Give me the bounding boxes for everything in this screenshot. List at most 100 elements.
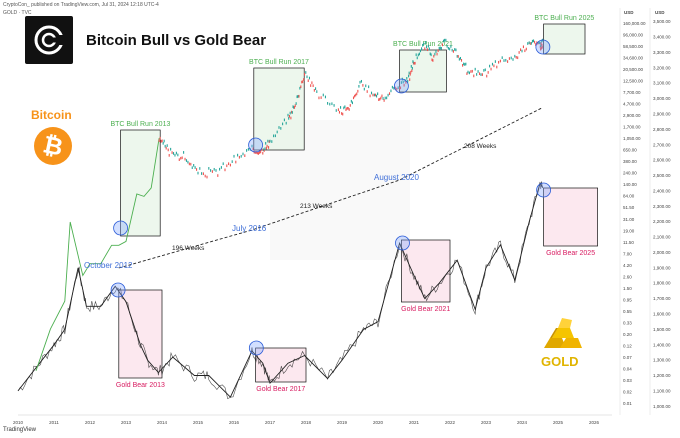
linear-tick-label: 1,600.00 — [653, 312, 671, 317]
log-tick-label: 0.12 — [623, 343, 632, 348]
log-tick-label: 12,500.00 — [623, 79, 644, 84]
gold-bear-label: Gold Bear 2025 — [546, 250, 595, 257]
linear-tick-label: 1,900.00 — [653, 265, 671, 270]
tradingview-branding: TradingView — [3, 427, 37, 433]
x-tick-label: 2017 — [265, 420, 276, 425]
linear-tick-label: 3,000.00 — [653, 96, 671, 101]
x-tick-label: 2024 — [517, 420, 528, 425]
log-tick-label: 84.00 — [623, 194, 635, 199]
linear-tick-label: 1,100.00 — [653, 388, 671, 393]
linear-tick-label: 2,000.00 — [653, 250, 671, 255]
bull-run-label: BTC Bull Run 2017 — [249, 59, 309, 66]
linear-tick-label: 1,000.00 — [653, 404, 671, 409]
log-tick-label: 0.33 — [623, 320, 632, 325]
linear-axis-name: USD — [655, 10, 665, 15]
log-tick-label: 31.00 — [623, 217, 635, 222]
log-tick-label: 4.20 — [623, 263, 632, 268]
x-tick-label: 2022 — [445, 420, 456, 425]
gold-bars-icon — [544, 318, 582, 348]
x-tick-label: 2013 — [121, 420, 132, 425]
log-tick-label: 1,700.00 — [623, 125, 641, 130]
log-tick-label: 650.00 — [623, 148, 637, 153]
log-tick-label: 58,500.00 — [623, 44, 644, 49]
x-tick-label: 2010 — [13, 420, 24, 425]
linear-tick-label: 2,900.00 — [653, 112, 671, 117]
log-tick-label: 380.00 — [623, 159, 637, 164]
bull-run-label: BTC Bull Run 2025 — [534, 15, 594, 22]
bitcoin-label: Bitcoin — [31, 108, 72, 122]
gold-label: GOLD — [541, 354, 579, 369]
gold-series-line — [17, 182, 544, 398]
gold-bear-box — [118, 289, 163, 379]
linear-tick-label: 3,500.00 — [653, 19, 671, 24]
linear-tick-label: 2,400.00 — [653, 188, 671, 193]
log-tick-label: 1.50 — [623, 286, 632, 291]
linear-tick-label: 3,100.00 — [653, 81, 671, 86]
halving-circle — [248, 340, 264, 356]
linear-tick-label: 1,800.00 — [653, 281, 671, 286]
linear-tick-label: 2,800.00 — [653, 127, 671, 132]
publisher-line: CryptoCon_ published on TradingView.com,… — [3, 2, 159, 8]
interval-label: 196 Weeks — [172, 245, 205, 252]
linear-tick-label: 1,500.00 — [653, 327, 671, 332]
gold-bear-box — [543, 187, 598, 247]
x-tick-label: 2016 — [229, 420, 240, 425]
linear-tick-label: 2,300.00 — [653, 204, 671, 209]
linear-tick-label: 2,200.00 — [653, 219, 671, 224]
log-tick-label: 0.20 — [623, 332, 632, 337]
linear-tick-label: 1,400.00 — [653, 342, 671, 347]
bull-run-label: BTC Bull Run 2013 — [110, 121, 170, 128]
bitcoin-coin-icon: ₿ — [34, 127, 72, 165]
log-tick-label: 0.02 — [623, 389, 632, 394]
x-tick-label: 2023 — [481, 420, 492, 425]
bull-run-box — [543, 23, 586, 55]
log-tick-label: 2,900.00 — [623, 113, 641, 118]
gold-bear-label: Gold Bear 2017 — [256, 386, 305, 393]
log-tick-label: 96,000.00 — [623, 33, 644, 38]
linear-tick-label: 1,300.00 — [653, 358, 671, 363]
log-tick-label: 7,700.00 — [623, 90, 641, 95]
symbol-label: GOLD · TVC — [3, 10, 32, 16]
linear-tick-label: 2,600.00 — [653, 158, 671, 163]
gold-bear-box — [401, 239, 451, 303]
x-tick-label: 2015 — [193, 420, 204, 425]
interval-label: 213 Weeks — [300, 203, 333, 210]
x-tick-label: 2012 — [85, 420, 96, 425]
halving-circle — [395, 235, 410, 251]
linear-tick-label: 1,200.00 — [653, 373, 671, 378]
bull-run-box — [253, 67, 305, 151]
bitcoin-series-line-early — [35, 138, 160, 371]
log-tick-label: 20,500.00 — [623, 67, 644, 72]
log-tick-label: 11.50 — [623, 240, 634, 245]
linear-tick-label: 1,700.00 — [653, 296, 671, 301]
log-tick-label: 160,000.00 — [623, 21, 646, 26]
log-tick-label: 0.01 — [623, 401, 632, 406]
x-tick-label: 2011 — [49, 420, 59, 425]
linear-tick-label: 2,100.00 — [653, 235, 671, 240]
halving-circle — [113, 220, 128, 236]
page-title: Bitcoin Bull vs Gold Bear — [86, 32, 267, 49]
gold-series-noise — [17, 181, 543, 400]
log-tick-label: 2.60 — [623, 274, 632, 279]
gold-bear-label: Gold Bear 2013 — [116, 382, 165, 389]
log-tick-label: 4,700.00 — [623, 102, 641, 107]
linear-tick-label: 3,300.00 — [653, 50, 671, 55]
log-tick-label: 0.95 — [623, 297, 632, 302]
linear-tick-label: 3,400.00 — [653, 35, 671, 40]
linear-tick-label: 2,500.00 — [653, 173, 671, 178]
x-tick-label: 2021 — [409, 420, 420, 425]
log-tick-label: 51.50 — [623, 205, 635, 210]
bull-run-box — [399, 49, 447, 93]
halving-date-label: October 2012 — [84, 261, 133, 270]
x-tick-label: 2020 — [373, 420, 384, 425]
log-tick-label: 34,600.00 — [623, 56, 644, 61]
log-axis-name: USD — [624, 10, 634, 15]
log-tick-label: 0.55 — [623, 309, 632, 314]
log-tick-label: 0.04 — [623, 366, 632, 371]
bull-run-box — [120, 129, 161, 237]
log-tick-label: 140.00 — [623, 182, 637, 187]
log-tick-label: 1,050.00 — [623, 136, 641, 141]
cryptocon-logo-icon — [25, 16, 73, 64]
halving-circle — [536, 182, 551, 198]
